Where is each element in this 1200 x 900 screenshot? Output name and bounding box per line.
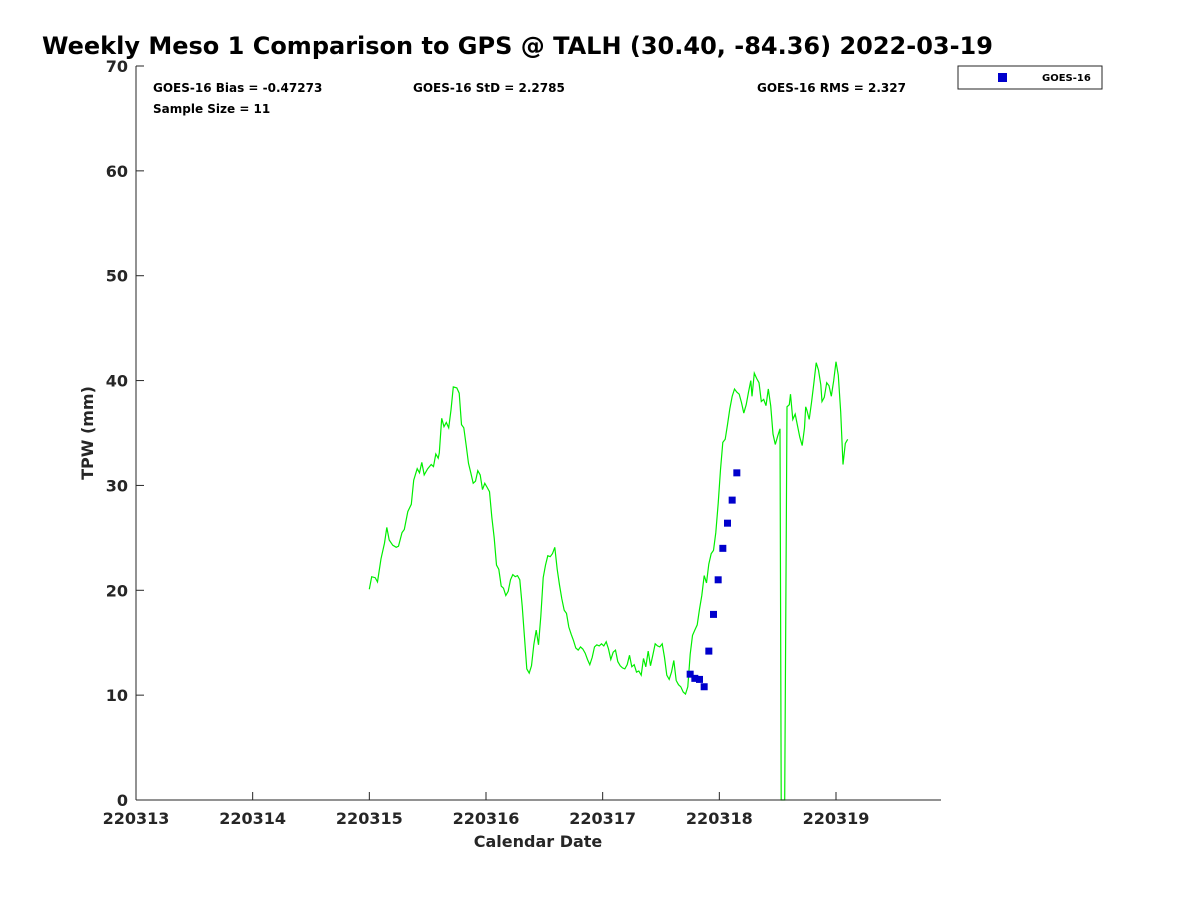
x-tick-label: 220316: [453, 809, 520, 828]
tick-layer: 0 10 20 30 40 50 60 70 220313 220314 220315 220316 2…: [103, 57, 870, 828]
y-tick-label: 40: [106, 372, 128, 391]
x-tick-label: 220317: [569, 809, 636, 828]
goes16-point: [714, 576, 722, 584]
goes16-point: [733, 469, 741, 477]
legend: GOES-16: [957, 65, 1103, 90]
y-tick-label: 0: [117, 791, 128, 810]
x-tick-label: 220313: [103, 809, 170, 828]
series-layer: [368, 361, 849, 801]
chart-title: Weekly Meso 1 Comparison to GPS @ TALH (…: [42, 32, 993, 60]
gps-tpw-line: [368, 361, 849, 801]
y-tick-label: 60: [106, 162, 128, 181]
x-tick-label: 220319: [803, 809, 870, 828]
goes16-point: [686, 670, 694, 678]
x-axis-label: Calendar Date: [474, 832, 603, 851]
x-tick-label: 220318: [686, 809, 753, 828]
goes16-point: [700, 683, 708, 691]
goes16-point: [696, 675, 703, 683]
goes16-point: [710, 610, 717, 618]
y-tick-label: 30: [106, 476, 128, 495]
sample-size-text: Sample Size = 11: [153, 102, 270, 116]
y-tick-label: 20: [106, 581, 128, 600]
plot-area: 0 10 20 30 40 50 60 70 220313 220314 220315 220316 2…: [103, 57, 941, 828]
legend-box: [957, 65, 1103, 90]
std-text: GOES-16 StD = 2.2785: [413, 81, 565, 95]
x-tick-label: 220315: [336, 809, 403, 828]
y-tick-label: 10: [106, 686, 128, 705]
bias-text: GOES-16 Bias = -0.47273: [153, 81, 322, 95]
goes16-point: [705, 647, 713, 655]
y-tick-label: 70: [106, 57, 128, 76]
y-axis-label: TPW (mm): [78, 386, 97, 480]
x-tick-label: 220314: [219, 809, 286, 828]
rms-text: GOES-16 RMS = 2.327: [757, 81, 906, 95]
goes16-point: [691, 674, 699, 682]
goes16-point: [728, 496, 736, 504]
y-tick-label: 50: [106, 267, 128, 286]
legend-marker-goes16: [998, 73, 1007, 82]
goes16-point: [719, 544, 727, 552]
goes16-point: [724, 519, 731, 527]
plot-background: [136, 66, 941, 800]
legend-label-goes16: GOES-16: [1042, 73, 1091, 84]
